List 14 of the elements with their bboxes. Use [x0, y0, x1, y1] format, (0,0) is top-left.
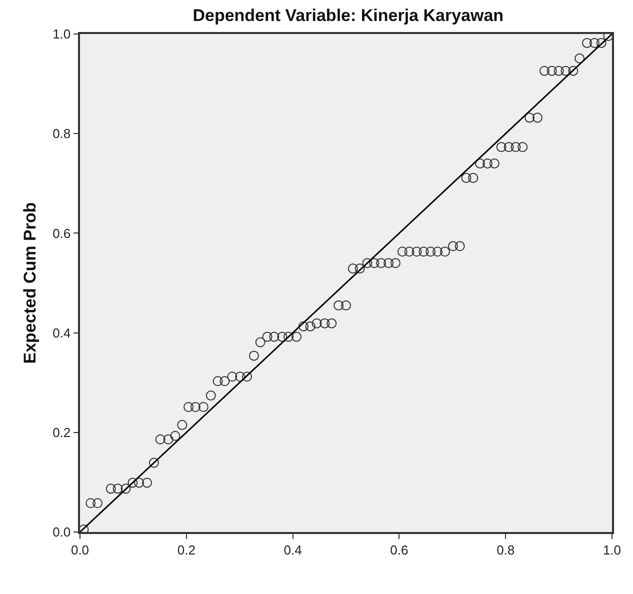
y-tick-label: 0.2 [52, 424, 71, 440]
x-tick-label: 0.6 [390, 542, 408, 558]
x-tick-label: 0.4 [284, 542, 302, 558]
x-tick-label: 0.2 [177, 542, 196, 558]
y-tick-label: 0.6 [52, 226, 71, 241]
y-tick-label: 0.8 [52, 126, 71, 142]
y-tick-label: 0.4 [52, 325, 71, 340]
x-tick-label: 0.8 [496, 542, 515, 558]
x-tick-label: 0.0 [70, 542, 90, 558]
y-axis-title: Expected Cum Prob [20, 202, 40, 364]
y-tick-label: 1.0 [52, 26, 71, 42]
y-tick-label: 0.0 [52, 524, 71, 540]
chart-title: Dependent Variable: Kinerja Karyawan [192, 6, 504, 25]
x-tick-label: 1.0 [602, 542, 622, 558]
